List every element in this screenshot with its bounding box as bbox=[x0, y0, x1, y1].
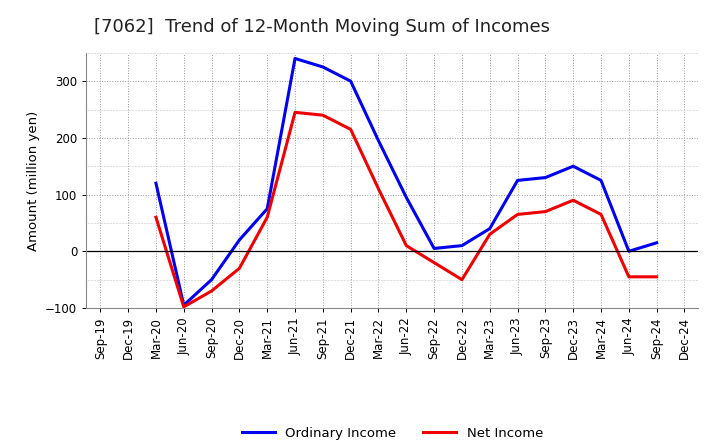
Ordinary Income bbox=[207, 277, 216, 282]
Ordinary Income bbox=[179, 303, 188, 308]
Net Income bbox=[458, 277, 467, 282]
Ordinary Income bbox=[485, 226, 494, 231]
Net Income bbox=[179, 304, 188, 309]
Ordinary Income bbox=[513, 178, 522, 183]
Net Income bbox=[569, 198, 577, 203]
Net Income bbox=[207, 288, 216, 293]
Ordinary Income bbox=[152, 180, 161, 186]
Ordinary Income bbox=[430, 246, 438, 251]
Net Income bbox=[291, 110, 300, 115]
Line: Net Income: Net Income bbox=[156, 112, 657, 307]
Net Income bbox=[430, 260, 438, 265]
Ordinary Income bbox=[263, 206, 271, 211]
Net Income bbox=[346, 127, 355, 132]
Ordinary Income bbox=[652, 240, 661, 246]
Net Income bbox=[263, 215, 271, 220]
Net Income bbox=[652, 274, 661, 279]
Ordinary Income bbox=[235, 237, 243, 242]
Net Income bbox=[597, 212, 606, 217]
Ordinary Income bbox=[569, 164, 577, 169]
Legend: Ordinary Income, Net Income: Ordinary Income, Net Income bbox=[237, 422, 548, 440]
Net Income bbox=[624, 274, 633, 279]
Net Income bbox=[513, 212, 522, 217]
Ordinary Income bbox=[346, 78, 355, 84]
Net Income bbox=[402, 243, 410, 248]
Line: Ordinary Income: Ordinary Income bbox=[156, 59, 657, 305]
Net Income bbox=[318, 113, 327, 118]
Ordinary Income bbox=[458, 243, 467, 248]
Net Income bbox=[541, 209, 550, 214]
Y-axis label: Amount (million yen): Amount (million yen) bbox=[27, 110, 40, 250]
Net Income bbox=[374, 186, 383, 191]
Ordinary Income bbox=[597, 178, 606, 183]
Net Income bbox=[152, 215, 161, 220]
Ordinary Income bbox=[318, 64, 327, 70]
Ordinary Income bbox=[541, 175, 550, 180]
Ordinary Income bbox=[291, 56, 300, 61]
Ordinary Income bbox=[374, 138, 383, 143]
Ordinary Income bbox=[402, 195, 410, 200]
Text: [7062]  Trend of 12-Month Moving Sum of Incomes: [7062] Trend of 12-Month Moving Sum of I… bbox=[94, 18, 549, 36]
Net Income bbox=[235, 266, 243, 271]
Net Income bbox=[485, 231, 494, 237]
Ordinary Income bbox=[624, 249, 633, 254]
